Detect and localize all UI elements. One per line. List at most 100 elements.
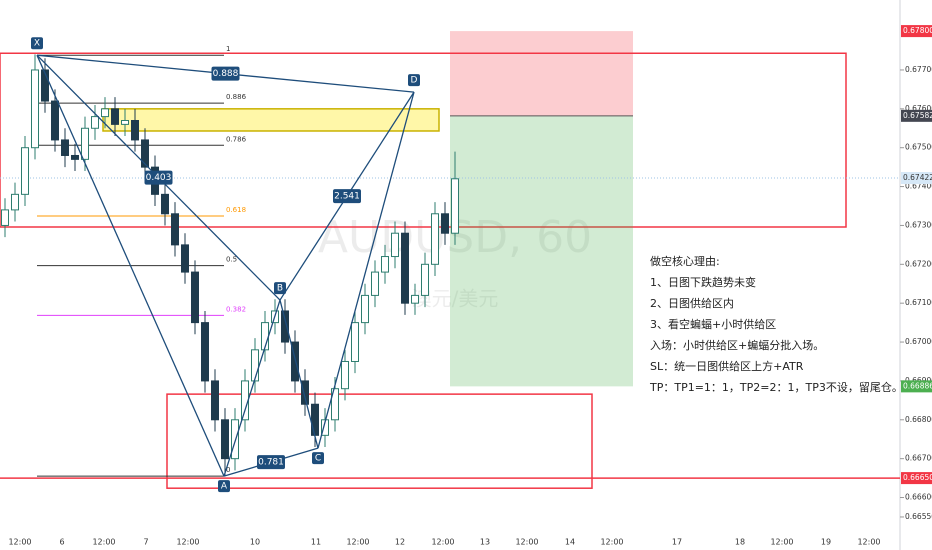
notes-line: TP：TP1=1：1，TP2=2：1，TP3不设，留尾仓。	[649, 380, 903, 394]
fib-label: 0.786	[226, 135, 247, 143]
candle-body	[431, 213, 439, 265]
candle-body	[381, 256, 389, 273]
candle-body	[231, 419, 239, 460]
ratio-label: 0.781	[258, 458, 284, 468]
point-box	[218, 480, 230, 493]
candle-body	[291, 341, 299, 382]
zone	[166, 393, 593, 489]
x-tick-label: 12:00	[515, 538, 538, 547]
candle-body	[411, 294, 419, 304]
candle-body	[421, 263, 429, 296]
notes-line: SL：统一日图供给区上方+ATR	[650, 359, 804, 373]
ratio-box	[144, 170, 173, 185]
candle-body	[111, 108, 119, 125]
candle-body	[311, 403, 319, 436]
candle-body	[31, 69, 39, 149]
candle-body	[211, 380, 219, 421]
price-mark-label: 0.67422	[903, 173, 932, 182]
ratio-label: 0.403	[146, 173, 172, 183]
price-mark-box	[901, 109, 932, 122]
x-tick-label: 7	[143, 538, 148, 547]
candle-body	[201, 322, 209, 382]
candle-body	[191, 271, 199, 324]
notes-line: 2、日图供给区内	[650, 296, 734, 310]
fib-label: 1	[226, 45, 230, 53]
candle-body	[361, 294, 369, 324]
candle-body	[401, 232, 409, 304]
zone	[102, 108, 440, 132]
notes-line: 入场：小时供给区+蝙蝠分批入场。	[650, 338, 824, 352]
candle-body	[171, 213, 179, 246]
ratio-label: 2.541	[334, 192, 360, 202]
price-mark-box	[901, 172, 932, 185]
x-tick-label: 11	[311, 538, 321, 547]
candle-body	[21, 147, 29, 195]
price-mark-label: 0.67800	[903, 26, 932, 35]
x-tick-label: 13	[480, 538, 490, 547]
x-tick-label: 12	[395, 538, 405, 547]
candle-body	[391, 232, 399, 258]
candle-body	[451, 178, 459, 234]
fib-label: 0	[226, 466, 230, 474]
candle-body	[121, 119, 129, 125]
candle-body	[371, 271, 379, 296]
candle-body	[11, 193, 19, 211]
zone	[0, 52, 847, 228]
pattern-leg	[36, 54, 225, 477]
candle-body	[1, 209, 9, 226]
x-tick-label: 12:00	[92, 538, 115, 547]
fib-label: 0.5	[226, 256, 237, 264]
pattern-leg	[223, 299, 281, 477]
x-tick-label: 12:00	[176, 538, 199, 547]
x-tick-label: 12:00	[600, 538, 623, 547]
price-mark-box	[901, 25, 932, 38]
candle-body	[141, 139, 149, 168]
ratio-box	[257, 455, 285, 470]
point-box	[408, 74, 420, 87]
fib-label: 0.382	[226, 305, 246, 313]
point-box	[312, 452, 324, 465]
x-tick-label: 6	[59, 538, 64, 547]
ratio-box	[211, 66, 240, 81]
price-mark-box	[901, 472, 932, 485]
x-tick-label: 12:00	[8, 538, 31, 547]
candle-body	[51, 100, 59, 141]
candle-body	[331, 388, 339, 421]
candle-body	[131, 119, 139, 141]
candle-body	[221, 419, 229, 460]
point-box	[274, 282, 286, 295]
candle-body	[441, 213, 449, 234]
price-mark-label: 0.67582	[903, 111, 932, 120]
candle-body	[181, 244, 189, 273]
x-tick-label: 17	[672, 538, 682, 547]
ratio-label: 0.888	[213, 69, 239, 79]
candle-body	[61, 139, 69, 156]
x-tick-label: 12:00	[857, 538, 880, 547]
candle-body	[251, 349, 259, 382]
candle-body	[281, 310, 289, 343]
x-tick-label: 12:00	[431, 538, 454, 547]
fib-label: 0.886	[226, 93, 247, 101]
candle-body	[101, 108, 109, 118]
x-tick-label: 14	[565, 538, 575, 547]
candle-body	[71, 154, 79, 160]
notes-line: 1、日图下跌趋势未变	[650, 275, 756, 289]
x-tick-label: 19	[821, 538, 831, 547]
candle-body	[161, 193, 169, 215]
price-mark-label: 0.66650	[903, 473, 932, 482]
stop-zone	[450, 31, 633, 116]
fib-label: 0.618	[226, 206, 246, 214]
point-label: C	[315, 454, 321, 464]
